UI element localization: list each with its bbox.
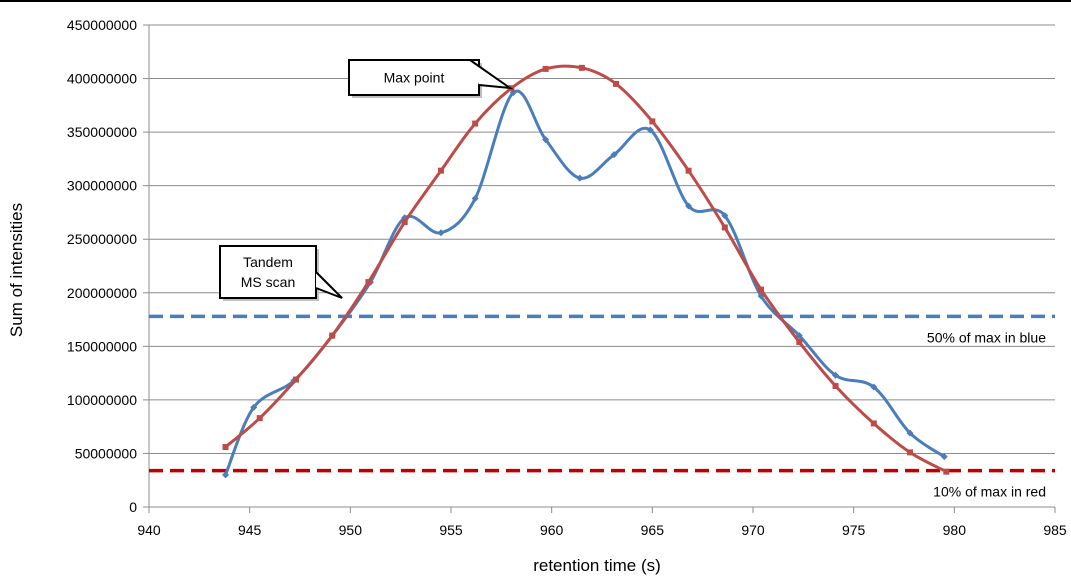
data-point — [649, 118, 656, 125]
data-point — [832, 382, 839, 389]
gridlines — [0, 0, 1071, 513]
data-point — [250, 403, 258, 411]
x-tick-label: 955 — [439, 522, 463, 538]
reference-line-label: 50% of max in blue — [927, 329, 1046, 345]
x-tick-labels: 940 945 950 955 960 965 970 975 980 985 — [137, 522, 1067, 538]
data-point — [832, 371, 840, 379]
data-point — [685, 167, 692, 174]
data-point — [472, 120, 479, 127]
y-tick-label: 0 — [129, 499, 137, 515]
y-tick-label: 250000000 — [67, 231, 137, 247]
data-point — [365, 279, 372, 286]
y-axis-title: Sum of intensities — [7, 203, 26, 337]
data-point — [578, 64, 585, 71]
data-point — [542, 65, 549, 72]
data-point — [613, 80, 620, 87]
data-point — [401, 219, 408, 226]
data-point — [437, 229, 445, 237]
reference-lines: 50% of max in blue 10% of max in red — [149, 314, 1055, 500]
data-point — [471, 195, 479, 203]
x-tick-label: 980 — [943, 522, 967, 538]
data-point — [292, 376, 299, 383]
callout-text: MS scan — [241, 274, 295, 290]
reference-line-label: 10% of max in red — [933, 484, 1046, 500]
data-point — [610, 151, 618, 159]
data-point — [943, 468, 950, 475]
y-tick-label: 300000000 — [67, 178, 137, 194]
data-point — [907, 449, 914, 456]
y-tick-label: 200000000 — [67, 285, 137, 301]
y-tick-label: 450000000 — [67, 17, 137, 33]
y-tick-labels: 0 50000000 100000000 150000000 200000000 2500… — [67, 17, 137, 515]
data-point — [437, 167, 444, 174]
data-point — [796, 339, 803, 346]
x-tick-label: 950 — [339, 522, 363, 538]
x-tick-label: 970 — [741, 522, 765, 538]
data-point — [685, 202, 693, 210]
data-point — [721, 212, 729, 220]
y-tick-label: 100000000 — [67, 392, 137, 408]
data-point — [758, 286, 765, 293]
data-point — [721, 224, 728, 231]
x-tick-label: 985 — [1043, 522, 1067, 538]
data-point — [646, 126, 654, 134]
data-point — [940, 453, 948, 461]
callout-box: Max point — [348, 59, 514, 98]
data-point — [870, 420, 877, 427]
callout-pointer — [315, 271, 343, 299]
callout-text: Max point — [384, 70, 445, 86]
callouts: Max point Tandem MS scan — [219, 59, 514, 301]
callout-text: Tandem — [243, 254, 293, 270]
y-tick-label: 350000000 — [67, 124, 137, 140]
data-point — [222, 471, 230, 479]
x-tick-label: 960 — [540, 522, 564, 538]
x-tick-label: 940 — [137, 522, 161, 538]
data-point — [576, 174, 584, 182]
y-tick-label: 150000000 — [67, 338, 137, 354]
series-lines — [222, 64, 950, 479]
y-tick-label: 400000000 — [67, 71, 137, 87]
data-point — [222, 444, 229, 451]
callout-box: Tandem MS scan — [219, 245, 343, 301]
data-point — [906, 429, 914, 437]
data-point — [329, 332, 336, 339]
data-point — [870, 383, 878, 391]
callout-frame — [219, 245, 317, 299]
x-tick-label: 945 — [238, 522, 262, 538]
x-tick-label: 965 — [641, 522, 665, 538]
data-point — [542, 136, 550, 144]
data-point — [256, 415, 263, 422]
x-axis-title: retention time (s) — [533, 556, 661, 575]
callout-pointer — [469, 59, 514, 90]
x-tick-label: 975 — [842, 522, 866, 538]
y-tick-label: 50000000 — [75, 445, 138, 461]
